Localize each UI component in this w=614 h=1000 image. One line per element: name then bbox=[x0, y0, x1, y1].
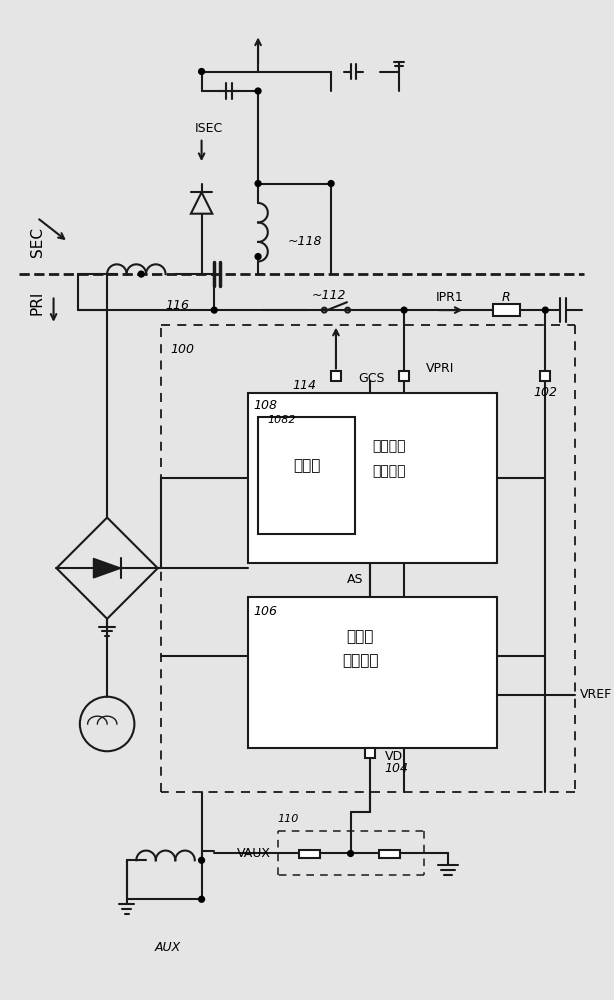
Circle shape bbox=[328, 181, 334, 186]
Circle shape bbox=[199, 896, 204, 902]
Circle shape bbox=[138, 271, 144, 277]
Circle shape bbox=[542, 307, 548, 313]
Bar bbox=[365, 748, 375, 758]
Bar bbox=[399, 371, 409, 381]
Text: 104: 104 bbox=[384, 762, 409, 775]
Bar bbox=[248, 597, 497, 748]
Bar bbox=[540, 371, 550, 381]
Text: 116: 116 bbox=[166, 299, 190, 312]
Text: 106: 106 bbox=[253, 605, 277, 618]
Bar bbox=[331, 371, 341, 381]
Bar bbox=[493, 304, 520, 316]
Circle shape bbox=[348, 851, 354, 856]
Bar bbox=[299, 850, 321, 858]
Text: 控制信号: 控制信号 bbox=[373, 439, 406, 453]
Text: 100: 100 bbox=[171, 343, 195, 356]
Text: 108: 108 bbox=[253, 399, 277, 412]
Text: VPRI: VPRI bbox=[426, 362, 454, 375]
Text: 产生单元: 产生单元 bbox=[373, 464, 406, 478]
Text: R: R bbox=[502, 291, 511, 304]
Circle shape bbox=[199, 857, 204, 863]
Text: 控制单元: 控制单元 bbox=[342, 653, 379, 668]
Circle shape bbox=[255, 181, 261, 186]
Circle shape bbox=[255, 254, 261, 259]
Text: 102: 102 bbox=[534, 386, 558, 399]
Text: IPR1: IPR1 bbox=[436, 291, 464, 304]
Text: 定电流: 定电流 bbox=[347, 629, 374, 644]
Text: 114: 114 bbox=[292, 379, 316, 392]
Polygon shape bbox=[93, 558, 121, 578]
Circle shape bbox=[199, 69, 204, 74]
Text: 1082: 1082 bbox=[268, 415, 297, 425]
Text: VREF: VREF bbox=[580, 688, 612, 701]
Text: 110: 110 bbox=[278, 814, 299, 824]
Circle shape bbox=[255, 88, 261, 94]
Text: PRI: PRI bbox=[29, 291, 44, 315]
Bar bbox=[379, 850, 400, 858]
Text: SEC: SEC bbox=[29, 227, 44, 257]
Bar bbox=[258, 417, 356, 534]
Circle shape bbox=[211, 307, 217, 313]
Circle shape bbox=[401, 307, 407, 313]
Text: VD: VD bbox=[384, 750, 403, 763]
Text: ISEC: ISEC bbox=[195, 122, 223, 135]
Text: VAUX: VAUX bbox=[237, 847, 271, 860]
Text: AUX: AUX bbox=[154, 941, 181, 954]
Bar bbox=[248, 393, 497, 563]
Text: AS: AS bbox=[347, 573, 363, 586]
Text: 振荡器: 振荡器 bbox=[293, 458, 321, 473]
Text: ~112: ~112 bbox=[312, 289, 346, 302]
Text: GCS: GCS bbox=[359, 372, 385, 385]
Text: ~118: ~118 bbox=[287, 235, 322, 248]
